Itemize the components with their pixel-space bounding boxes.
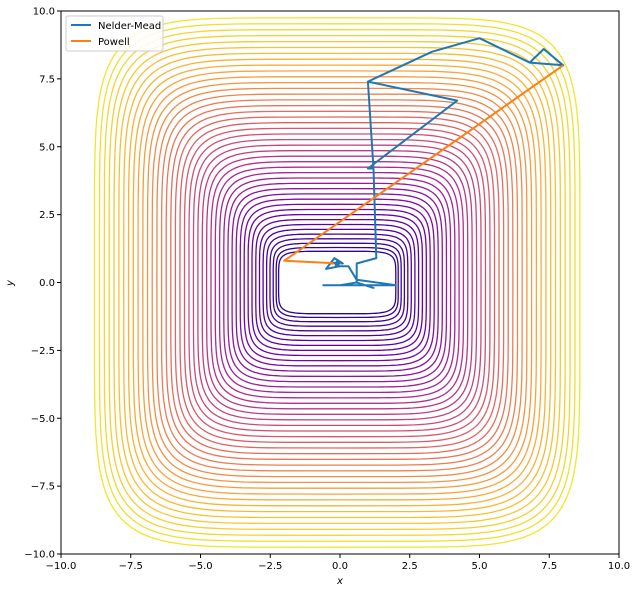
- contour-line: [247, 208, 427, 357]
- contour-line: [275, 246, 399, 319]
- contour-line: [118, 46, 557, 519]
- contour-line: [108, 34, 566, 531]
- contour-lines: [93, 17, 581, 548]
- contour-line: [210, 161, 465, 404]
- x-tick-label: 2.5: [402, 561, 418, 572]
- y-tick-label: 10.0: [33, 7, 55, 18]
- contour-line: [160, 99, 514, 466]
- contour-line: [251, 213, 424, 352]
- contour-line: [146, 81, 528, 484]
- contour-line: [277, 250, 397, 315]
- contour-line: [205, 155, 469, 410]
- contour-line: [214, 166, 460, 399]
- contour-line: [255, 218, 420, 347]
- contour-line: [269, 238, 406, 327]
- endpoint-marker: [332, 258, 342, 268]
- contour-line: [197, 144, 478, 421]
- y-axis-label: y: [5, 279, 16, 287]
- contour-line: [127, 58, 547, 507]
- contour-line: [142, 76, 533, 489]
- contour-line: [201, 150, 473, 415]
- contour-line: [258, 223, 416, 342]
- contour-line: [192, 138, 482, 427]
- contour-line: [265, 233, 409, 332]
- y-tick-label: 0.0: [39, 278, 55, 289]
- contour-line: [218, 171, 456, 394]
- contour-line: [93, 17, 581, 548]
- contour-line: [239, 198, 435, 367]
- contour-line: [223, 177, 452, 388]
- contour-line: [156, 93, 519, 472]
- x-tick-label: −7.5: [119, 561, 143, 572]
- y-axis: −10.0 −7.5 −5.0 −2.5 0.0 2.5 5.0 7.5 10.0: [24, 7, 61, 561]
- contour-line: [227, 182, 448, 383]
- contour-line: [272, 242, 402, 323]
- contour-line: [183, 127, 491, 438]
- contour-line: [235, 193, 439, 372]
- contour-line: [174, 116, 500, 449]
- contour-line: [151, 87, 523, 478]
- contour-line: [103, 29, 571, 536]
- series-layer: [283, 37, 565, 289]
- contour-line: [165, 104, 509, 461]
- contour-line: [179, 122, 496, 443]
- y-tick-label: −5.0: [31, 414, 55, 425]
- y-tick-label: −7.5: [31, 482, 55, 493]
- contour-line: [137, 70, 538, 495]
- y-tick-label: 7.5: [39, 74, 55, 85]
- x-tick-label: 5.0: [472, 561, 488, 572]
- y-tick-label: 2.5: [39, 210, 55, 221]
- y-tick-label: −2.5: [31, 346, 55, 357]
- x-tick-label: −5.0: [188, 561, 212, 572]
- x-tick-label: −2.5: [258, 561, 282, 572]
- contour-line: [113, 40, 562, 525]
- x-axis-label: x: [336, 576, 343, 587]
- contour-line: [98, 23, 576, 542]
- legend-label-nelder-mead: Nelder-Mead: [98, 21, 161, 32]
- y-tick-label: −10.0: [24, 550, 55, 561]
- x-tick-label: 0.0: [332, 561, 348, 572]
- x-tick-label: −10.0: [46, 561, 77, 572]
- x-axis: −10.0 −7.5 −5.0 −2.5 0.0 2.5 5.0 7.5 10.0: [46, 554, 630, 572]
- legend-label-powell: Powell: [98, 37, 130, 48]
- contour-line: [262, 228, 412, 337]
- legend: Nelder-Mead Powell: [65, 15, 164, 52]
- x-tick-label: 10.0: [608, 561, 630, 572]
- contour-line: [170, 110, 505, 455]
- y-tick-label: 5.0: [39, 142, 55, 153]
- series-line-nelder-mead: [322, 37, 565, 289]
- contour-line: [231, 187, 443, 378]
- contour-line: [123, 52, 552, 513]
- contour-line: [243, 203, 431, 362]
- x-tick-label: 7.5: [541, 561, 557, 572]
- contour-line: [132, 64, 542, 501]
